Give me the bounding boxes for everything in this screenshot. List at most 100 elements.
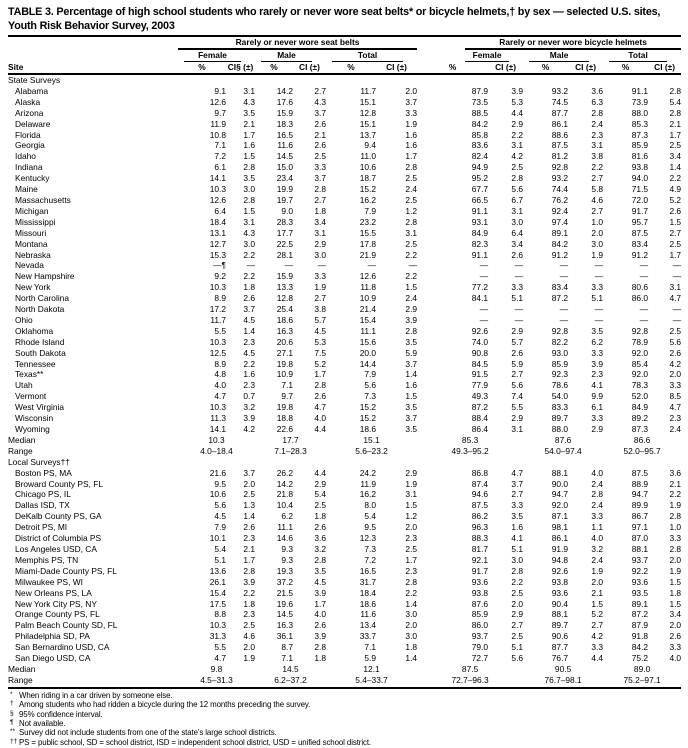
section-label: State Surveys [8,75,61,85]
table-row: Wisconsin 11.3 3.9 18.8 4.0 15.2 3.7 88.4 2.9 89.… [8,413,681,424]
value-cell: 2.8 [243,162,255,173]
value-cell: — [479,260,489,271]
value-cell: 3.1 [511,140,524,151]
value-cell: 4.0 [669,653,682,664]
table-row: Missouri 13.1 4.3 17.7 3.1 15.5 3.1 84.9 6.4 89.1… [8,228,681,239]
value-cell: 94.8 [551,554,569,565]
summary-value-cell: 12.1 [363,663,380,674]
value-cell: 1.9 [591,249,604,260]
value-cell: 2.6 [314,522,326,533]
pct-column-header: % [178,62,226,75]
value-cell: — [672,304,682,315]
value-cell: 14.1 [209,424,226,434]
pct-column-header: % [523,62,569,75]
value-cell: 75.2 [631,653,649,664]
summary-label: Median [8,663,36,674]
value-cell: 91.2 [631,249,649,260]
value-cell: 3.5 [314,565,326,576]
ci-column-header: CI (±) [648,62,682,75]
value-cell: 2.1 [314,129,326,140]
value-cell: 2.6 [314,140,326,151]
value-cell: 2.3 [243,609,255,620]
value-cell: 7.1 [281,380,293,391]
table-row: DeKalb County PS, GA 4.5 1.4 6.2 1.8 5.4 1.2 86… [8,511,681,522]
value-cell: 3.3 [591,511,604,522]
footnote-text: 95% confidence interval. [19,709,103,719]
value-cell: 2.8 [669,511,682,522]
table-row: North Carolina 8.9 2.6 12.8 2.7 10.9 2.4 84.1 5.… [8,293,681,304]
value-cell: — [559,271,569,282]
value-cell: —¶ [213,260,226,271]
value-cell: 31.3 [209,631,226,642]
value-cell: 1.5 [405,500,418,511]
site-header-spacer [8,37,178,50]
site-cell: Wyoming [15,424,50,434]
value-cell: 2.5 [405,543,418,554]
value-cell: 2.8 [314,554,326,565]
value-cell: 3.0 [405,609,418,620]
value-cell: — [246,260,255,271]
value-cell: 2.9 [591,424,604,434]
value-cell: 1.7 [243,554,255,565]
value-cell: 86.0 [471,620,489,631]
value-cell: 2.8 [669,85,682,96]
value-cell: 3.5 [591,325,604,336]
value-cell: 89.7 [551,413,569,424]
section-header-row: State Surveys [8,74,681,86]
sex-header-row: Female Male Total Female Male Total [8,50,681,62]
table-row: Michigan 6.4 1.5 9.0 1.8 7.9 1.2 91.1 3.1 92.4 2.7… [8,206,681,217]
value-cell: 9.1 [214,85,226,96]
value-cell: — [639,260,649,271]
value-cell: 14.2 [276,478,293,489]
value-cell: 3.4 [669,609,682,620]
value-cell: 18.6 [359,598,376,609]
value-cell: 25.4 [276,304,293,315]
site-cell: Idaho [15,151,36,162]
value-cell: 1.8 [405,642,418,653]
summary-row: Range 4.0–18.4 7.1–28.3 5.6–23.2 49.3–95.2 54… [8,446,681,457]
value-cell: — [479,271,489,282]
value-cell: 15.1 [359,118,376,129]
site-cell: Tennessee [15,358,56,369]
table-row: Chicago PS, IL 10.6 2.5 21.8 5.4 16.2 3.1 94.6 2… [8,489,681,500]
value-cell: 7.5 [314,347,326,358]
value-cell: 2.5 [511,162,524,173]
summary-value-cell: 87.5 [461,663,479,674]
value-cell: 7.1 [214,140,226,151]
value-cell: 1.9 [405,478,418,489]
value-cell: 13.6 [209,565,226,576]
value-cell: 72.7 [471,653,489,664]
value-cell: 12.5 [209,347,226,358]
value-cell: 5.2 [314,358,326,369]
value-cell: 4.7 [214,391,226,402]
value-cell: 2.9 [511,118,524,129]
value-cell: 4.7 [669,293,682,304]
value-cell: 1.9 [669,500,682,511]
value-cell: 92.6 [471,325,489,336]
value-cell: 3.3 [591,642,604,653]
value-cell: 9.7 [214,107,226,118]
value-cell: 9.4 [364,140,376,151]
value-cell: 97.4 [551,216,569,227]
value-cell: 2.0 [669,554,682,565]
footnote-marker: § [10,709,14,717]
value-cell: 11.1 [277,522,293,533]
value-cell: — [514,304,524,315]
value-cell: 2.9 [314,238,326,249]
value-cell: 93.7 [631,554,649,565]
value-cell: 91.9 [551,543,569,554]
value-cell: 5.4 [669,96,682,107]
table-row: South Dakota 12.5 4.5 27.1 7.5 20.0 5.9 90.8 2.6… [8,348,681,359]
site-cell: New Orleans PS, LA [15,587,92,598]
value-cell: 5.7 [511,336,524,347]
value-cell: 5.1 [511,293,524,304]
value-cell: 81.7 [471,543,489,554]
value-cell: 14.4 [359,358,376,369]
value-cell: — [639,271,649,282]
summary-value-cell: 52.0–95.7 [623,445,661,456]
site-cell: New York City PS, NY [15,598,97,609]
value-cell: 2.6 [243,293,255,304]
value-cell: 74.4 [551,184,569,195]
value-cell: 2.9 [405,467,418,478]
value-cell: 2.2 [669,173,682,184]
